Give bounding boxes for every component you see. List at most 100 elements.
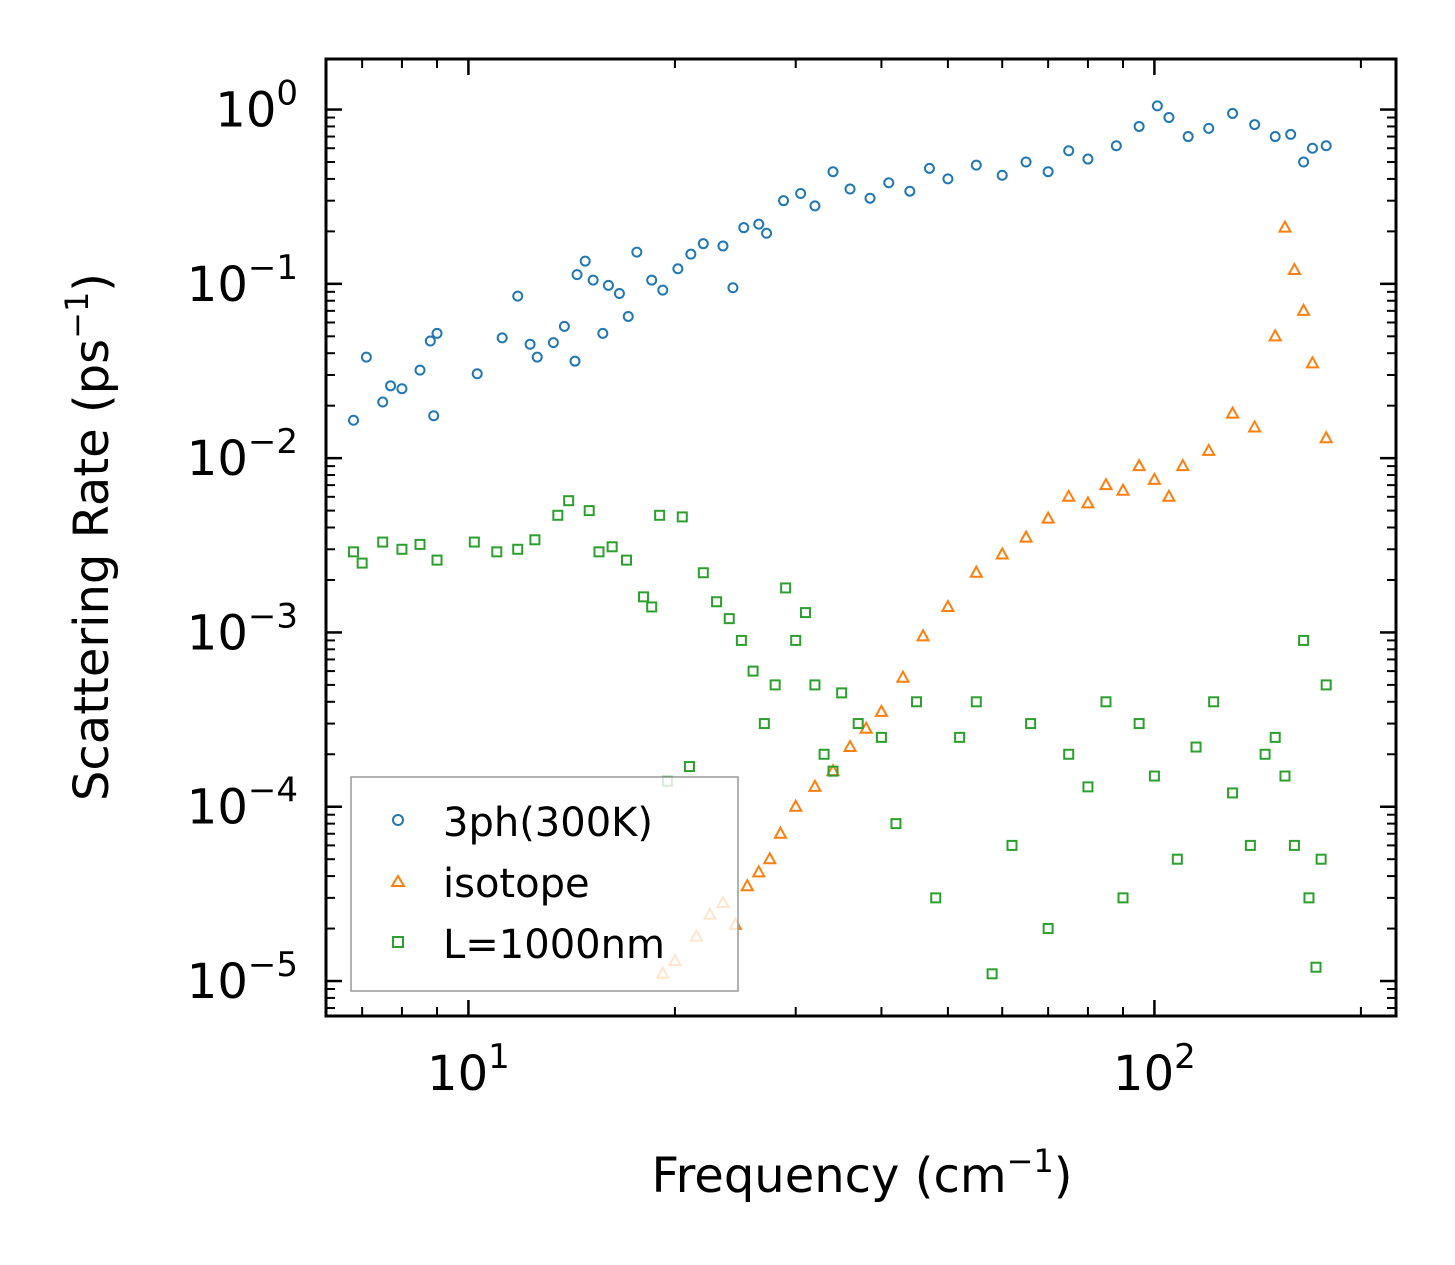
data-point	[602, 279, 614, 291]
data-point	[1080, 495, 1096, 509]
data-point	[875, 731, 887, 743]
data-point	[740, 878, 755, 892]
data-point	[1006, 839, 1018, 851]
data-point	[1225, 405, 1240, 419]
data-point	[1298, 156, 1310, 168]
data-point	[1175, 458, 1190, 472]
legend-marker-3ph	[392, 814, 404, 826]
data-point	[638, 591, 650, 603]
data-point	[512, 290, 524, 302]
data-point	[836, 687, 848, 699]
data-point	[778, 195, 790, 207]
data-point	[788, 798, 803, 812]
data-point	[986, 968, 998, 980]
data-point	[377, 396, 389, 408]
data-point	[424, 335, 436, 347]
data-point	[1190, 741, 1202, 753]
tick-labels: 101 102 100 10−1 10−2 10−3 10−4 10−5	[187, 74, 1196, 1102]
data-point	[1061, 488, 1076, 502]
legend-marker-isotope	[390, 874, 406, 887]
data-point	[1279, 770, 1291, 782]
data-point	[923, 162, 935, 174]
data-point	[1320, 140, 1332, 152]
data-point	[1117, 892, 1129, 904]
data-point	[717, 240, 729, 252]
y-tick-label: 10−5	[187, 945, 298, 1010]
data-point	[1259, 748, 1271, 760]
data-point	[1020, 156, 1032, 168]
legend: 3ph(300K) isotope L=1000nm	[350, 776, 739, 992]
data-point	[613, 288, 625, 300]
data-point	[622, 310, 634, 322]
data-point	[360, 351, 372, 363]
data-point	[1148, 770, 1160, 782]
data-point	[1269, 131, 1281, 143]
data-point	[1171, 853, 1183, 865]
data-point	[904, 185, 916, 197]
data-point	[1288, 839, 1300, 851]
data-point	[414, 538, 426, 550]
data-point	[890, 818, 902, 830]
series-layer	[348, 100, 1334, 980]
data-point	[930, 892, 942, 904]
y-axis-label: Scattering Rate (ps−1)	[58, 273, 120, 801]
data-point	[697, 567, 709, 579]
data-point	[1203, 122, 1215, 134]
data-point	[414, 364, 426, 376]
data-point	[1098, 477, 1114, 491]
data-point	[471, 368, 483, 380]
data-point	[842, 738, 858, 753]
data-point	[1249, 119, 1261, 131]
data-point	[348, 546, 360, 558]
data-point	[1063, 145, 1075, 157]
data-point	[799, 607, 811, 619]
data-point	[431, 554, 443, 566]
data-point	[654, 509, 666, 521]
data-point	[864, 192, 876, 204]
data-point	[587, 274, 599, 286]
data-point	[524, 338, 536, 350]
data-point	[1298, 634, 1310, 646]
y-tick-label: 100	[215, 74, 298, 139]
data-point	[396, 383, 408, 395]
data-point	[1208, 696, 1220, 708]
series-square	[348, 495, 1332, 980]
data-point	[762, 851, 777, 865]
data-point	[646, 274, 658, 286]
x-tick-label: 101	[427, 1037, 510, 1102]
data-point	[563, 495, 575, 507]
y-tick-label: 10−1	[187, 248, 298, 313]
legend-label-3ph: 3ph(300K)	[443, 800, 653, 846]
data-point	[780, 582, 792, 594]
data-point	[676, 511, 688, 523]
data-point	[1040, 510, 1056, 524]
data-point	[569, 355, 581, 367]
data-point	[356, 557, 368, 569]
data-point	[761, 227, 773, 239]
data-point	[385, 380, 397, 392]
data-point	[753, 218, 765, 230]
data-point	[940, 598, 956, 612]
data-point	[895, 669, 911, 683]
data-point	[995, 546, 1010, 560]
data-point	[1315, 853, 1327, 865]
data-point	[954, 731, 966, 743]
data-point	[683, 761, 695, 773]
y-tick-label: 10−3	[187, 596, 298, 661]
series-circle	[348, 100, 1332, 426]
data-point	[1247, 419, 1262, 433]
data-point	[531, 351, 543, 363]
data-point	[773, 825, 788, 839]
data-point	[672, 263, 684, 275]
data-point	[809, 200, 821, 212]
data-point	[552, 509, 564, 521]
data-point	[377, 536, 389, 548]
data-point	[1227, 787, 1239, 799]
data-point	[593, 546, 605, 558]
data-point	[1310, 961, 1322, 973]
data-point	[942, 173, 954, 185]
data-point	[657, 284, 669, 296]
data-point	[809, 679, 821, 691]
